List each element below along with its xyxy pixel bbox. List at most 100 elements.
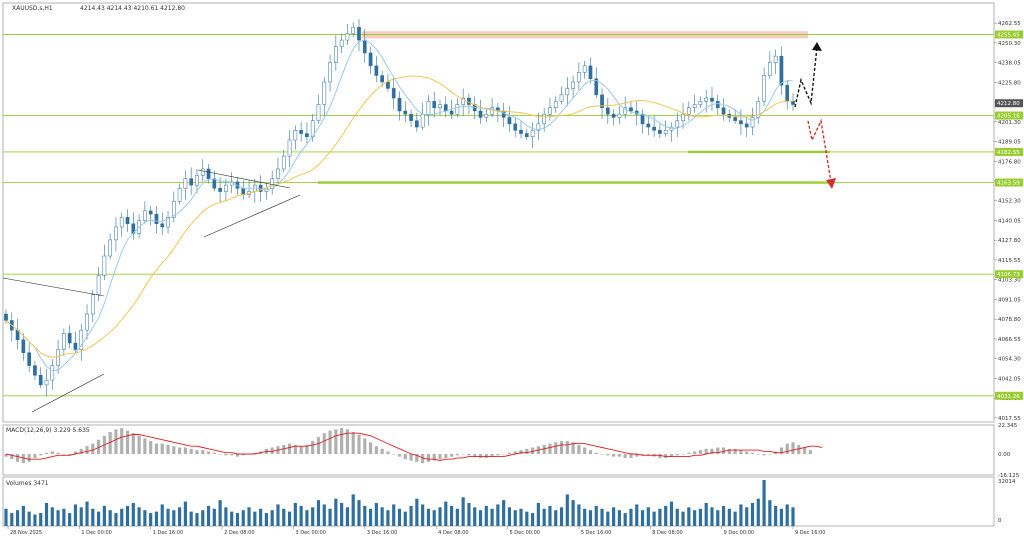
volume-bar bbox=[571, 500, 575, 526]
ma-line-fast bbox=[5, 39, 794, 372]
macd-bar bbox=[415, 454, 419, 462]
candle-body bbox=[744, 123, 749, 128]
macd-bar bbox=[345, 429, 350, 455]
macd-bar bbox=[79, 448, 83, 455]
candle-body bbox=[530, 130, 535, 138]
macd-bar bbox=[779, 447, 784, 455]
macd-bar bbox=[120, 428, 124, 455]
macd-bar bbox=[172, 446, 176, 455]
volume-bar bbox=[727, 508, 731, 526]
macd-bar bbox=[91, 443, 95, 455]
macd-bar bbox=[577, 444, 581, 455]
volume-bar bbox=[201, 510, 205, 526]
candle-body bbox=[85, 313, 89, 331]
candle-body bbox=[44, 379, 49, 386]
candle-body bbox=[160, 223, 165, 228]
candle-body bbox=[663, 130, 668, 134]
volume-bar bbox=[363, 505, 367, 526]
volume-bar bbox=[791, 507, 795, 526]
volume-bar bbox=[230, 511, 234, 526]
y-tick-label: 4250.30 bbox=[998, 41, 1021, 47]
candle-body bbox=[438, 104, 442, 109]
volume-bar bbox=[340, 503, 344, 526]
macd-bar bbox=[802, 447, 807, 455]
macd-bar bbox=[351, 431, 355, 455]
volume-bar bbox=[577, 504, 581, 526]
volume-bar bbox=[386, 510, 390, 526]
candle-body bbox=[224, 184, 228, 192]
candle-body bbox=[119, 217, 124, 228]
volume-panel: 32014 0 bbox=[2, 476, 1016, 527]
macd-signal-line bbox=[5, 432, 822, 461]
candle-body bbox=[443, 104, 448, 112]
macd-panel: 22.345 0.00 -16.125 bbox=[2, 423, 1020, 479]
candle-body bbox=[96, 275, 101, 295]
volume-bar bbox=[264, 513, 268, 526]
candle-body bbox=[67, 333, 72, 344]
volume-bar bbox=[247, 507, 251, 526]
volume-bar bbox=[154, 511, 159, 526]
candle-body bbox=[339, 39, 344, 47]
candle-body bbox=[206, 168, 211, 179]
macd-bar bbox=[421, 454, 425, 464]
volume-bar bbox=[305, 510, 309, 526]
macd-bar bbox=[183, 447, 187, 455]
candle-body bbox=[4, 313, 8, 321]
macd-bar bbox=[559, 441, 564, 455]
volume-bar bbox=[559, 507, 564, 526]
volume-bar bbox=[276, 504, 280, 526]
volume-bar bbox=[178, 507, 182, 526]
candle-body bbox=[403, 110, 408, 115]
volume-bar bbox=[206, 505, 211, 526]
candle-body bbox=[785, 84, 790, 102]
candle-body bbox=[461, 97, 465, 105]
volume-bar bbox=[698, 508, 703, 526]
volume-bar bbox=[322, 504, 326, 526]
x-tick-label: 5 Dec 00:00 bbox=[510, 530, 540, 536]
macd-bar bbox=[316, 437, 321, 455]
y-tick-label: 4176.80 bbox=[998, 159, 1021, 165]
volume-bar bbox=[39, 513, 43, 526]
macd-bar bbox=[10, 454, 14, 460]
volume-bar bbox=[554, 510, 558, 526]
candle-body bbox=[577, 72, 581, 83]
x-tick-label: 5 Dec 16:00 bbox=[581, 530, 611, 536]
volume-bar bbox=[189, 511, 193, 526]
candle-body bbox=[571, 81, 575, 89]
candle-body bbox=[565, 88, 570, 96]
macd-bar bbox=[808, 450, 812, 455]
candle-body bbox=[675, 120, 680, 128]
volume-bar bbox=[27, 511, 31, 526]
volume-bar bbox=[293, 503, 297, 526]
macd-bar bbox=[629, 454, 633, 458]
candle-body bbox=[652, 126, 656, 131]
macd-bar bbox=[496, 454, 500, 456]
macd-bar bbox=[305, 444, 309, 455]
volume-bar bbox=[449, 505, 454, 526]
bullish-projection bbox=[794, 46, 818, 108]
macd-bar bbox=[571, 442, 575, 455]
candle-body bbox=[415, 120, 419, 128]
candle-body bbox=[548, 107, 552, 115]
volume-bar bbox=[785, 504, 789, 526]
macd-bar bbox=[322, 433, 326, 455]
volume-bar bbox=[519, 508, 523, 526]
macd-bar bbox=[235, 454, 240, 457]
volume-bar bbox=[85, 501, 89, 526]
candle-body bbox=[501, 110, 506, 118]
macd-bar bbox=[397, 454, 402, 457]
main-price-panel: 4262.554250.304238.054225.804213.554201.… bbox=[2, 2, 1023, 423]
volume-bar bbox=[496, 504, 500, 526]
macd-bar bbox=[374, 446, 378, 455]
candle-body bbox=[750, 117, 755, 128]
candle-body bbox=[114, 226, 118, 241]
ma-line-slow bbox=[5, 75, 794, 358]
macd-bar bbox=[380, 448, 384, 455]
volume-bar bbox=[664, 505, 668, 526]
macd-bar bbox=[687, 452, 691, 455]
candle-body bbox=[658, 130, 662, 134]
volume-bar bbox=[108, 510, 112, 526]
candle-body bbox=[125, 217, 130, 225]
